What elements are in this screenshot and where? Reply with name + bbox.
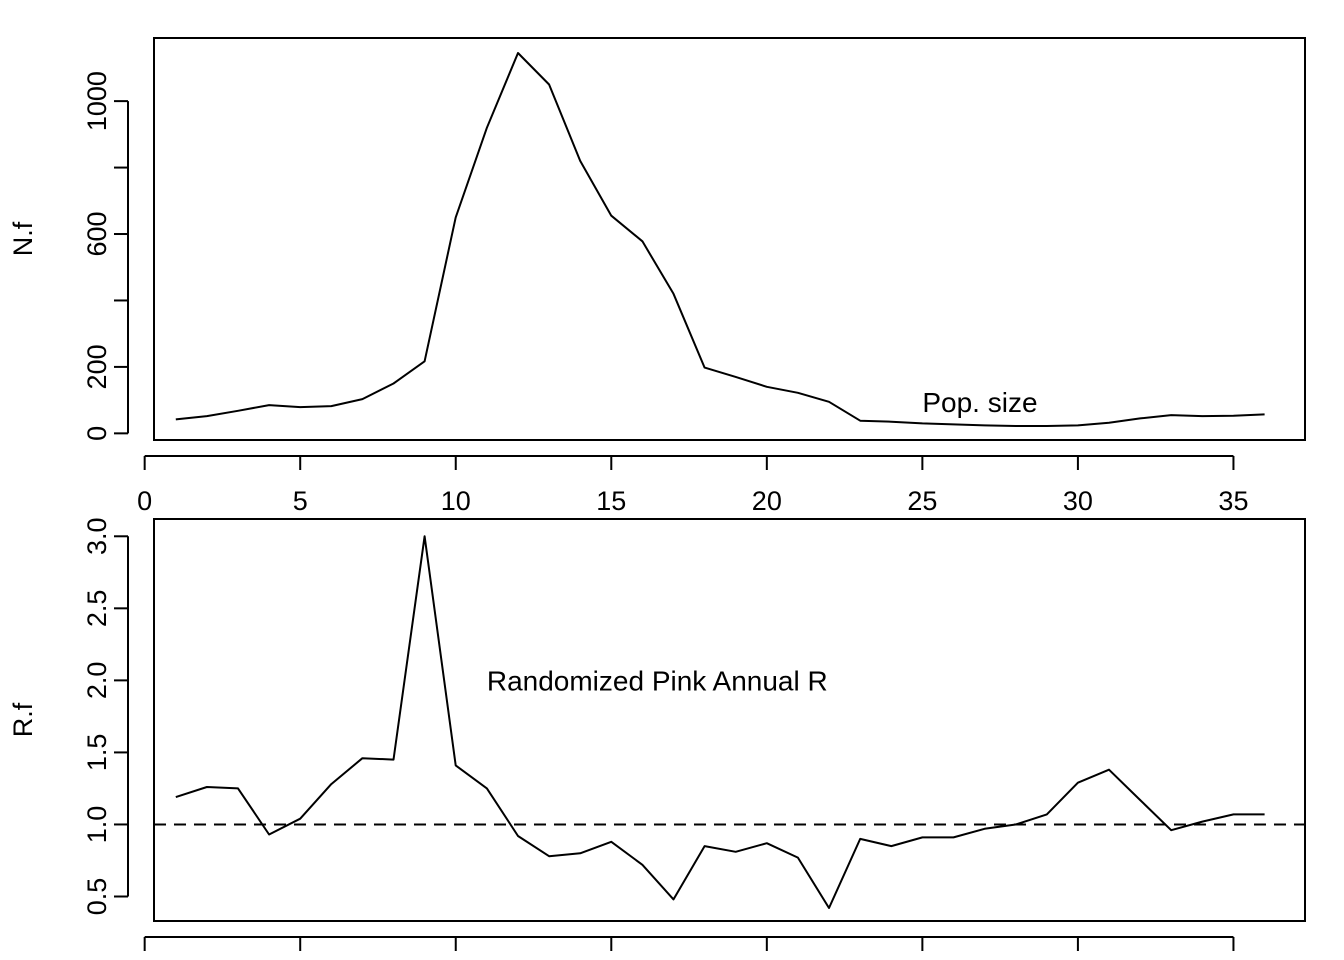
bottom-series-line	[175, 535, 1265, 909]
top-x-tick-label: 10	[441, 486, 471, 516]
top-annotation: Pop. size	[922, 387, 1037, 418]
top-x-tick-label: 25	[907, 486, 937, 516]
top-x-tick-label: 0	[137, 486, 152, 516]
top-series-line	[175, 52, 1265, 427]
top-x-tick-label: 30	[1063, 486, 1093, 516]
top-y-axis-title: N.f	[8, 221, 38, 256]
bottom-y-tick-label: 1.5	[82, 734, 112, 772]
top-y-tick-label: 0	[82, 426, 112, 441]
bottom-marks: 0.5 1.0 1.5 2.0 2.5 3.0	[82, 518, 1305, 951]
top-y-tick-label: 600	[82, 211, 112, 256]
bottom-y-tick-label: 0.5	[82, 878, 112, 916]
top-panel-pop-size: N.f 0 200 600 1000 0 5 10 15 20 25 30 35 Pop. size	[8, 37, 1306, 516]
bottom-y-tick-label: 3.0	[82, 518, 112, 556]
top-x-tick-label: 5	[293, 486, 308, 516]
top-marks: 0 200 600 1000 0 5 10 15 20 25 30 35	[82, 52, 1265, 516]
bottom-y-tick-label: 2.0	[82, 662, 112, 700]
top-y-tick-label: 1000	[82, 71, 112, 131]
bottom-y-tick-label: 2.5	[82, 590, 112, 628]
bottom-y-tick-label: 1.0	[82, 806, 112, 844]
top-x-tick-label: 15	[596, 486, 626, 516]
top-x-tick-label: 20	[752, 486, 782, 516]
top-plot-frame	[153, 37, 1306, 441]
top-x-tick-label: 35	[1218, 486, 1248, 516]
bottom-y-axis-title: R.f	[8, 702, 38, 737]
bottom-panel-annual-r: R.f 0.5 1.0 1.5 2.0 2.5 3.0 Randomized Pink A…	[8, 518, 1306, 951]
bottom-plot-frame	[153, 518, 1306, 922]
top-y-tick-label: 200	[82, 344, 112, 389]
bottom-annotation: Randomized Pink Annual R	[487, 665, 828, 696]
